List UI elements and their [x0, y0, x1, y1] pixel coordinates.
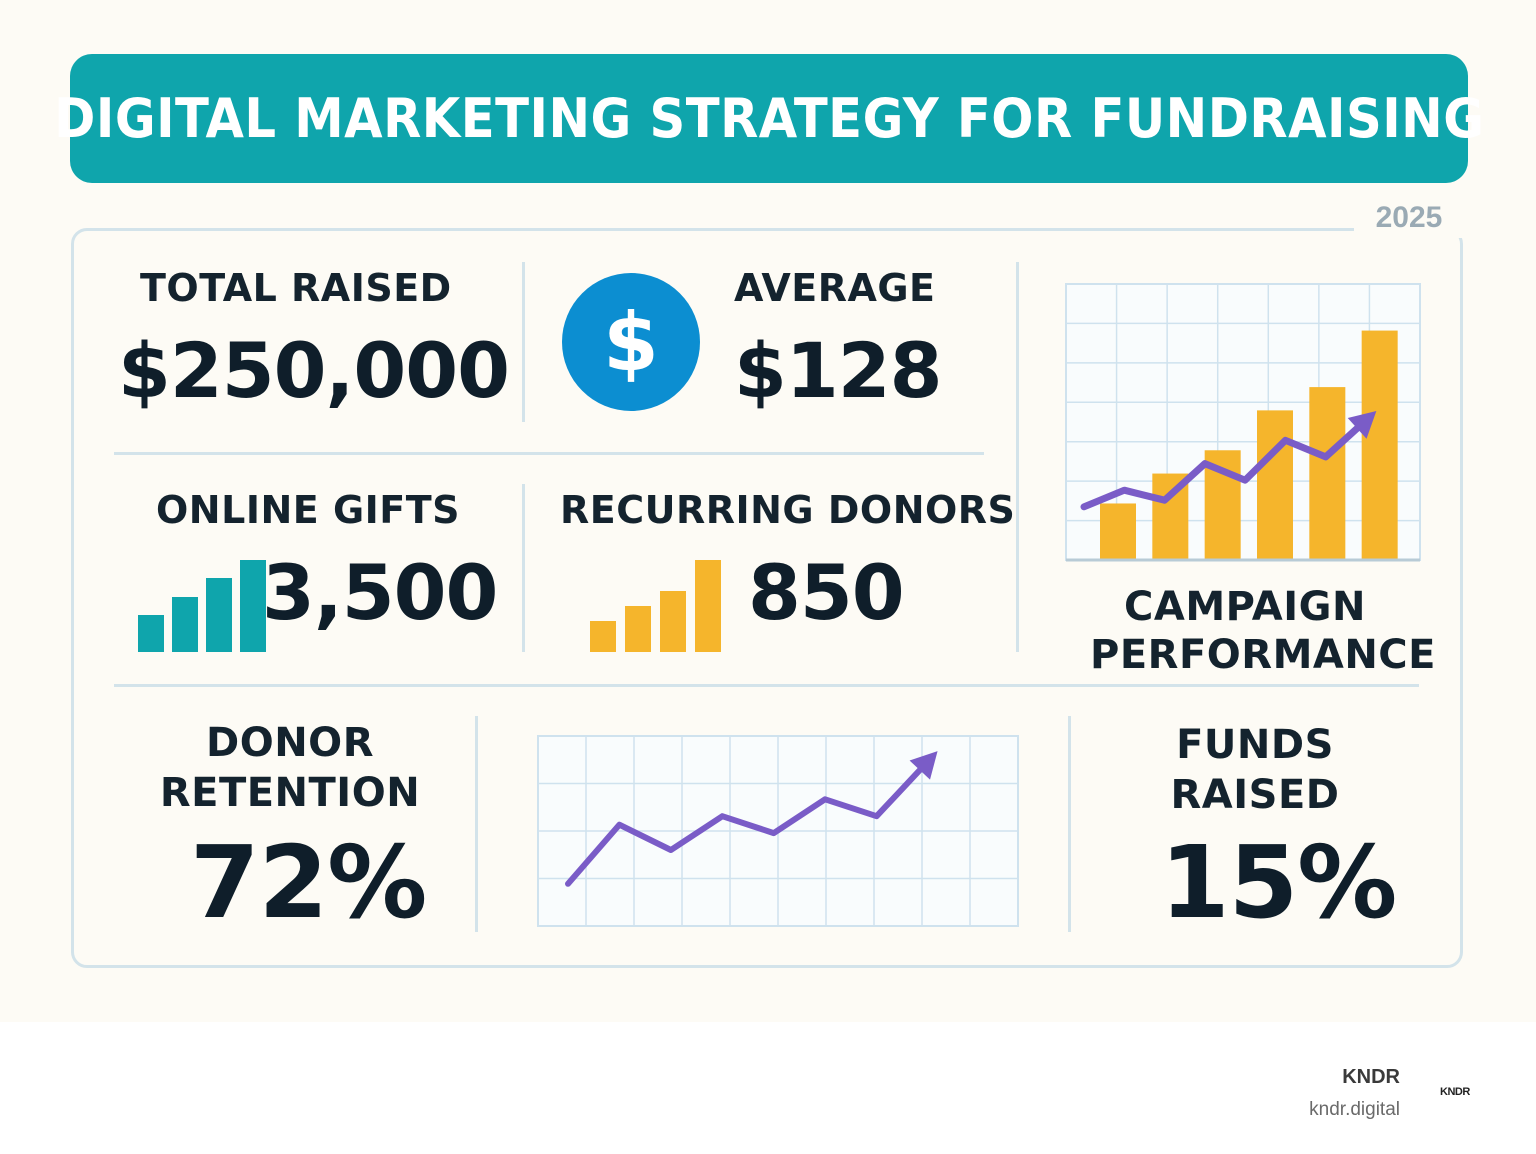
chart-bar [1309, 387, 1346, 560]
chart-bar [1361, 330, 1398, 560]
arrow-head [1347, 410, 1377, 439]
trend-line [1080, 416, 1370, 511]
arrow-head [909, 751, 938, 780]
icon-bar [695, 560, 721, 652]
trend-line [565, 758, 931, 887]
total-raised-label: TOTAL RAISED [140, 266, 452, 310]
donor-retention-value: 72% [190, 824, 427, 941]
footer-url: kndr.digital [1309, 1099, 1400, 1120]
recurring-donors-label: RECURRING DONORS [560, 488, 1016, 532]
divider [522, 262, 525, 422]
icon-bar [206, 578, 232, 652]
online-gifts-value: 3,500 [262, 548, 498, 637]
average-value: $128 [734, 326, 943, 415]
year-label: 2025 [1354, 198, 1464, 238]
donor-retention-label-line1: DONOR [206, 720, 374, 766]
footer-brand: KNDR [1342, 1066, 1400, 1088]
icon-bar [625, 606, 651, 652]
divider [114, 452, 984, 455]
total-raised-value: $250,000 [118, 326, 510, 415]
icon-bar [240, 560, 266, 652]
average-label: AVERAGE [734, 266, 936, 310]
chart-bar [1257, 410, 1293, 560]
campaign-performance-label-line1: CAMPAIGN [1124, 584, 1366, 630]
bar-chart-icon [590, 560, 722, 652]
icon-bar [590, 621, 616, 652]
page-title: DIGITAL MARKETING STRATEGY FOR FUNDRAISI… [53, 87, 1485, 150]
bar-chart-icon [138, 560, 266, 652]
funds-raised-label-line1: FUNDS [1176, 722, 1334, 768]
kndr-logo: KNDR [1440, 1086, 1470, 1098]
icon-bar [660, 591, 686, 652]
funds-raised-label-line2: RAISED [1170, 772, 1340, 818]
infographic-canvas: DIGITAL MARKETING STRATEGY FOR FUNDRAISI… [54, 54, 1484, 968]
stats-panel [71, 228, 1463, 968]
donor-retention-trend-chart [537, 735, 1019, 927]
donor-retention-label-line2: RETENTION [159, 770, 421, 816]
recurring-donors-value: 850 [748, 548, 905, 637]
title-banner: DIGITAL MARKETING STRATEGY FOR FUNDRAISI… [54, 54, 1484, 183]
divider [1068, 716, 1071, 932]
campaign-performance-label-line2: PERFORMANCE [1090, 632, 1436, 678]
divider [114, 684, 1419, 687]
funds-raised-value: 15% [1160, 824, 1397, 941]
icon-bar [138, 615, 164, 652]
campaign-performance-chart [1065, 283, 1421, 562]
divider [1016, 262, 1019, 652]
divider [522, 484, 525, 652]
divider [475, 716, 478, 932]
dollar-sign-icon: $ [562, 273, 700, 411]
icon-bar [172, 597, 198, 652]
chart-bar [1100, 503, 1136, 560]
online-gifts-label: ONLINE GIFTS [156, 488, 461, 532]
